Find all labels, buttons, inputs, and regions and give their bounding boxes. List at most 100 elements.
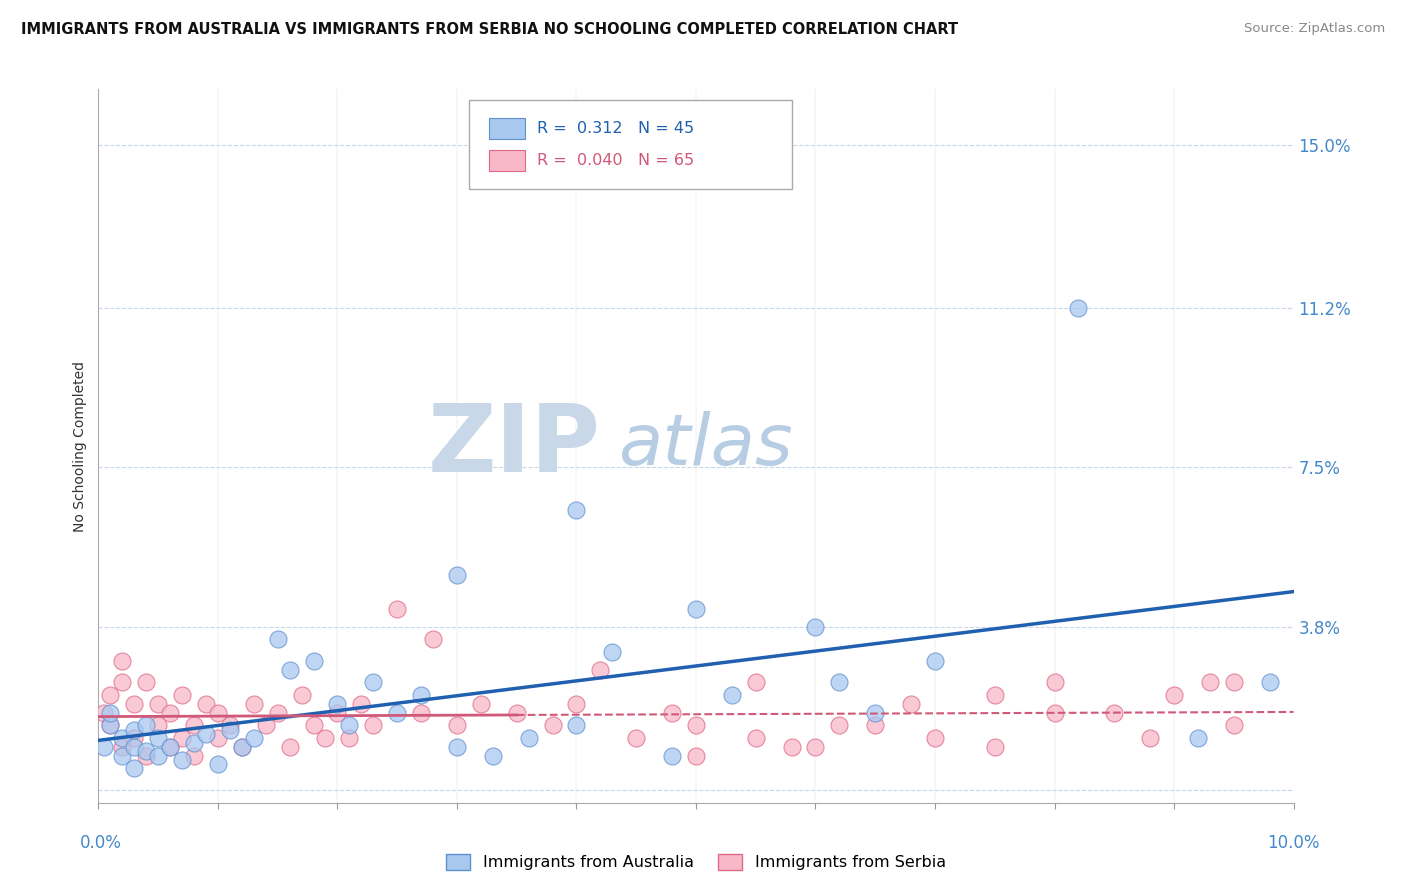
Point <box>1139 731 1161 746</box>
Point <box>219 723 242 737</box>
Point <box>900 697 922 711</box>
Point <box>93 706 115 720</box>
Point <box>1258 675 1281 690</box>
Point <box>326 706 349 720</box>
Point <box>828 718 851 732</box>
Point <box>506 706 529 720</box>
Point <box>278 663 301 677</box>
Point <box>481 748 505 763</box>
Point <box>411 706 433 720</box>
Point <box>278 739 301 754</box>
Point <box>124 739 146 754</box>
Point <box>745 731 768 746</box>
Point <box>100 718 122 732</box>
Point <box>685 718 707 732</box>
Point <box>602 645 624 659</box>
Point <box>565 503 588 517</box>
Point <box>93 739 115 754</box>
Point <box>291 689 314 703</box>
Point <box>661 748 683 763</box>
Point <box>411 689 433 703</box>
Point <box>148 718 170 732</box>
Point <box>135 744 157 758</box>
Text: atlas: atlas <box>619 411 793 481</box>
Point <box>804 619 827 633</box>
Text: ZIP: ZIP <box>427 400 600 492</box>
Point <box>446 739 468 754</box>
Point <box>254 718 277 732</box>
Point <box>1163 689 1185 703</box>
Text: IMMIGRANTS FROM AUSTRALIA VS IMMIGRANTS FROM SERBIA NO SCHOOLING COMPLETED CORRE: IMMIGRANTS FROM AUSTRALIA VS IMMIGRANTS … <box>21 22 959 37</box>
Point <box>124 723 146 737</box>
Legend: Immigrants from Australia, Immigrants from Serbia: Immigrants from Australia, Immigrants fr… <box>440 847 952 877</box>
Point <box>183 748 205 763</box>
Point <box>148 697 170 711</box>
Point <box>363 675 385 690</box>
Text: R =  0.040   N = 65: R = 0.040 N = 65 <box>537 153 695 168</box>
Point <box>159 706 181 720</box>
Point <box>924 731 946 746</box>
Bar <box>489 150 524 171</box>
Point <box>541 718 564 732</box>
Point <box>111 739 134 754</box>
Point <box>207 757 229 772</box>
Point <box>124 697 146 711</box>
Point <box>339 731 360 746</box>
Point <box>111 675 134 690</box>
Point <box>721 689 744 703</box>
Point <box>685 602 707 616</box>
Point <box>865 718 887 732</box>
Point <box>267 632 290 647</box>
Point <box>172 689 194 703</box>
Point <box>195 697 218 711</box>
Text: 10.0%: 10.0% <box>1267 834 1320 852</box>
Text: 0.0%: 0.0% <box>80 834 122 852</box>
Point <box>1043 675 1066 690</box>
Point <box>661 706 683 720</box>
Point <box>183 718 205 732</box>
Point <box>1043 706 1066 720</box>
Point <box>685 748 707 763</box>
Point <box>100 718 122 732</box>
Point <box>804 739 827 754</box>
Point <box>135 718 157 732</box>
Text: R =  0.312   N = 45: R = 0.312 N = 45 <box>537 121 695 136</box>
Point <box>780 739 803 754</box>
Point <box>565 697 588 711</box>
Point <box>302 654 325 668</box>
Point <box>195 727 218 741</box>
Point <box>446 718 468 732</box>
Point <box>517 731 540 746</box>
Point <box>865 706 887 720</box>
Point <box>219 718 242 732</box>
Point <box>326 697 349 711</box>
Point <box>243 697 266 711</box>
Point <box>172 753 194 767</box>
Point <box>589 663 612 677</box>
Point <box>1198 675 1220 690</box>
Point <box>1104 706 1126 720</box>
Point <box>1223 675 1246 690</box>
Point <box>231 739 253 754</box>
Point <box>745 675 768 690</box>
Point <box>100 706 122 720</box>
Point <box>470 697 492 711</box>
Point <box>1067 301 1090 316</box>
Point <box>135 748 157 763</box>
Bar <box>489 118 524 139</box>
Point <box>135 675 157 690</box>
Point <box>350 697 373 711</box>
Point <box>159 739 181 754</box>
Point <box>302 718 325 732</box>
Point <box>385 602 409 616</box>
Point <box>626 731 648 746</box>
Point <box>565 718 588 732</box>
Point <box>100 689 122 703</box>
Point <box>243 731 266 746</box>
Point <box>207 706 229 720</box>
Point <box>111 748 134 763</box>
Point <box>422 632 444 647</box>
Y-axis label: No Schooling Completed: No Schooling Completed <box>73 360 87 532</box>
Point <box>339 718 360 732</box>
Point <box>159 739 181 754</box>
